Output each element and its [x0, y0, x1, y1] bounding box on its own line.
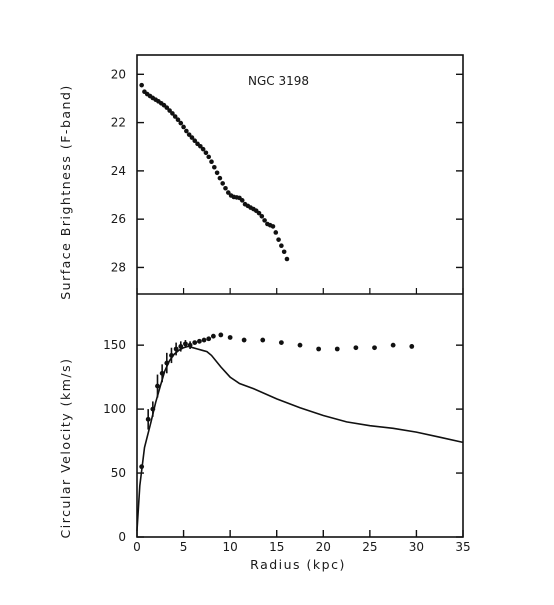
bottom-y-tick-label: 150	[103, 338, 126, 352]
brightness-point	[256, 210, 262, 216]
x-tick-label: 30	[409, 540, 424, 554]
disk-model-curve	[136, 345, 464, 531]
top-panel-ticks: 20 22 24 26 28	[111, 67, 464, 294]
velocity-point	[173, 346, 179, 352]
brightness-point	[198, 143, 203, 149]
velocity-point	[178, 344, 184, 349]
velocity-point	[227, 335, 233, 340]
brightness-point	[284, 256, 290, 262]
galaxy-annotation: NGC 3198	[248, 74, 309, 88]
brightness-point	[167, 108, 172, 113]
brightness-point	[214, 170, 220, 176]
brightness-point	[273, 230, 279, 235]
brightness-point	[200, 146, 206, 152]
x-tick-label: 25	[362, 540, 377, 554]
velocity-point	[187, 342, 193, 348]
brightness-point	[239, 198, 245, 203]
velocity-point	[409, 344, 415, 349]
brightness-point	[223, 185, 228, 191]
plot-frame	[136, 54, 464, 538]
top-y-tick-label: 24	[111, 164, 126, 178]
brightness-point	[184, 128, 189, 134]
brightness-point	[259, 213, 265, 219]
x-axis-label: Radius (kpc)	[250, 557, 346, 572]
brightness-point	[270, 224, 276, 229]
velocity-point	[390, 342, 396, 348]
velocity-point	[150, 406, 156, 412]
velocity-point	[159, 370, 165, 376]
velocity-point	[197, 338, 202, 344]
velocity-point	[260, 337, 266, 343]
top-y-tick-label: 22	[111, 116, 126, 130]
velocity-point	[155, 383, 160, 389]
x-tick-label: 10	[223, 540, 238, 554]
velocity-point	[218, 332, 224, 338]
bottom-panel-model-line	[136, 345, 464, 531]
top-y-tick-label: 20	[111, 67, 126, 81]
velocity-point	[145, 416, 151, 422]
brightness-point	[220, 181, 225, 186]
velocity-point	[334, 346, 340, 352]
x-tick-label: 20	[316, 540, 331, 554]
top-panel-points	[139, 82, 290, 262]
brightness-point	[181, 124, 186, 130]
velocity-point	[210, 333, 216, 339]
velocity-point	[297, 342, 303, 348]
brightness-point	[189, 135, 195, 140]
brightness-point	[209, 159, 214, 165]
x-tick-label: 0	[133, 540, 141, 554]
brightness-point	[192, 138, 198, 144]
bottom-panel-points	[139, 332, 415, 470]
bottom-y-tick-label: 100	[103, 402, 126, 416]
brightness-point	[279, 243, 284, 249]
brightness-point	[164, 105, 170, 110]
brightness-point	[212, 164, 217, 170]
bottom-y-tick-label: 0	[118, 530, 126, 544]
top-y-tick-label: 26	[111, 212, 126, 226]
velocity-point	[164, 360, 170, 366]
x-tick-label: 35	[455, 540, 470, 554]
velocity-point	[278, 340, 284, 345]
brightness-point	[178, 120, 184, 126]
velocity-point	[241, 337, 247, 343]
velocity-point	[206, 336, 212, 342]
velocity-point	[169, 352, 174, 358]
velocity-point	[316, 346, 322, 352]
brightness-point	[172, 114, 178, 119]
velocity-point	[201, 337, 207, 343]
velocity-point	[183, 341, 188, 347]
bottom-panel-ticks: 0 50 100 150 0 5 10 15 20 25 30 35	[103, 338, 471, 554]
brightness-point	[170, 111, 175, 116]
velocity-point	[372, 345, 377, 351]
brightness-point	[175, 117, 181, 122]
brightness-point	[206, 154, 212, 160]
brightness-point	[186, 132, 192, 137]
x-tick-label: 5	[180, 540, 188, 554]
brightness-point	[262, 218, 267, 223]
velocity-point	[139, 464, 145, 470]
brightness-point	[139, 82, 144, 88]
velocity-point	[192, 340, 198, 345]
brightness-point	[217, 175, 223, 181]
bottom-y-axis-label: Circular Velocity (km/s)	[58, 357, 73, 538]
brightness-point	[276, 237, 281, 242]
brightness-point	[281, 249, 287, 255]
velocity-point	[353, 345, 359, 351]
top-y-tick-label: 28	[111, 260, 126, 274]
brightness-point	[203, 150, 209, 156]
top-y-axis-label: Surface Brightness (F-band)	[58, 84, 73, 300]
x-tick-label: 15	[269, 540, 284, 554]
bottom-y-tick-label: 50	[111, 466, 126, 480]
brightness-point	[225, 190, 231, 195]
